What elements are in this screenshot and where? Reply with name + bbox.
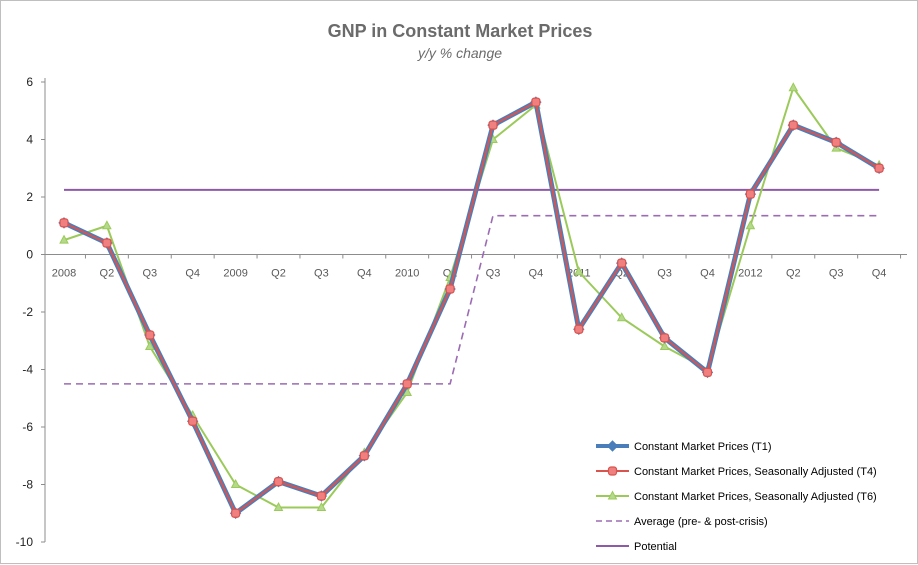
data-point — [230, 478, 241, 488]
data-point — [359, 451, 369, 461]
y-tick-label: 4 — [26, 133, 33, 147]
legend-label: Constant Market Prices, Seasonally Adjus… — [634, 491, 877, 503]
x-tick-label: Q4 — [185, 268, 200, 280]
legend-label: Constant Market Prices (T1) — [634, 441, 772, 453]
data-point — [531, 97, 541, 107]
legend-item: Constant Market Prices, Seasonally Adjus… — [596, 490, 877, 503]
data-point — [574, 324, 584, 334]
data-point — [316, 501, 327, 511]
series-1 — [59, 97, 884, 518]
legend-label: Constant Market Prices, Seasonally Adjus… — [634, 466, 877, 478]
data-point — [659, 333, 670, 343]
legend-item: Average (pre- & post-crisis) — [596, 516, 768, 528]
data-point — [616, 312, 627, 322]
data-point — [788, 82, 799, 92]
data-point — [745, 220, 756, 230]
data-point — [874, 163, 884, 173]
legend-item: Potential — [596, 541, 677, 553]
legend-swatch-marker — [606, 440, 619, 452]
data-point — [273, 501, 284, 511]
x-tick-label: Q2 — [786, 268, 801, 280]
data-point — [788, 120, 798, 130]
chart-subtitle: y/y % change — [417, 45, 503, 61]
series-line — [64, 214, 880, 385]
legend-label: Average (pre- & post-crisis) — [634, 516, 768, 528]
x-tick-label: Q3 — [829, 268, 844, 280]
data-point — [316, 491, 326, 501]
x-tick-label: 2012 — [738, 268, 762, 280]
series-line — [63, 101, 880, 515]
data-point — [659, 340, 670, 350]
legend: Constant Market Prices (T1) Constant Mark… — [596, 440, 877, 553]
data-point — [188, 416, 198, 426]
x-tick-label: Q4 — [357, 268, 372, 280]
data-point — [59, 234, 69, 244]
legend-swatch-marker — [607, 490, 618, 500]
axes-layer: 6 4 2 0 -2 -4 -6 -8 -10 2008 Q2 Q3 Q4 2009 Q2 Q3 Q4 2010 Q… — [16, 75, 907, 549]
y-tick-label: -10 — [16, 535, 34, 549]
x-tick-label: Q4 — [700, 268, 715, 280]
y-tick-label: -8 — [22, 478, 33, 492]
legend-item: Constant Market Prices, Seasonally Adjus… — [596, 466, 877, 478]
data-point — [617, 258, 627, 268]
x-tick-label: Q4 — [872, 268, 887, 280]
y-tick-label: -4 — [22, 363, 33, 377]
data-point — [144, 340, 155, 350]
series-3 — [64, 214, 880, 385]
data-point — [59, 218, 69, 228]
chart-title: GNP in Constant Market Prices — [327, 21, 593, 41]
y-tick-label: 6 — [26, 75, 33, 89]
x-tick-label: 2008 — [52, 268, 76, 280]
data-point — [745, 189, 756, 199]
series-layer — [58, 82, 885, 519]
legend-swatch-marker — [607, 466, 618, 476]
y-tick-label: 0 — [26, 248, 33, 262]
data-point — [402, 379, 412, 389]
y-tick-label: 2 — [26, 190, 33, 204]
legend-item: Constant Market Prices (T1) — [596, 440, 772, 453]
data-point — [702, 367, 713, 377]
data-point — [445, 284, 455, 294]
data-point — [145, 330, 155, 340]
data-point — [273, 477, 284, 487]
x-tick-label: 2010 — [395, 268, 419, 280]
data-point — [102, 220, 112, 230]
y-tick-label: -6 — [22, 420, 33, 434]
legend-label: Potential — [634, 541, 677, 553]
data-point — [102, 238, 112, 248]
series-0 — [58, 96, 885, 519]
y-tick-label: -2 — [22, 305, 33, 319]
data-point — [231, 508, 241, 518]
x-tick-label: Q3 — [657, 268, 672, 280]
x-tick-label: Q2 — [100, 268, 115, 280]
x-tick-label: Q4 — [529, 268, 544, 280]
x-tick-label: Q3 — [314, 268, 329, 280]
x-tick-label: Q2 — [271, 268, 286, 280]
x-tick-label: Q3 — [142, 268, 157, 280]
x-tick-label: 2009 — [223, 268, 247, 280]
data-point — [831, 137, 841, 147]
x-tick-label: Q3 — [486, 268, 501, 280]
data-point — [573, 266, 584, 276]
data-point — [488, 120, 498, 130]
